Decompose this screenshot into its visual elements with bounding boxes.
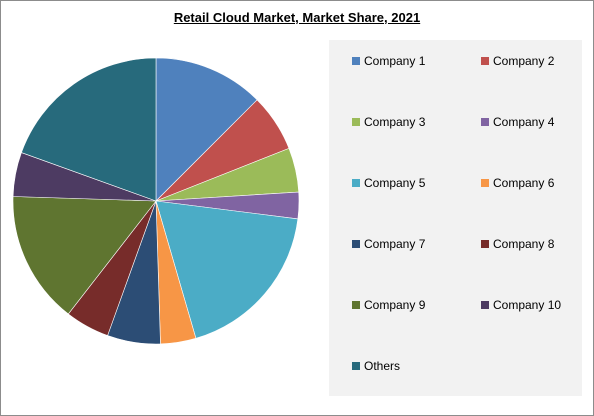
legend-swatch [481, 301, 489, 309]
legend-item: Company 9 [352, 298, 425, 312]
pie-slice-others [21, 57, 157, 202]
legend-item: Company 6 [481, 176, 554, 190]
chart-legend: Company 1 Company 2 Company 3 Company 4 Comp… [329, 40, 582, 396]
legend-label: Company 10 [493, 298, 562, 312]
legend-label: Company 2 [493, 54, 555, 68]
legend-item: Company 5 [352, 176, 425, 190]
legend-label: Company 3 [364, 115, 426, 129]
legend-swatch [352, 240, 360, 248]
legend-label: Company 9 [364, 298, 426, 312]
legend-item: Company 7 [352, 237, 425, 251]
pie-slice-company-9 [12, 196, 157, 315]
legend-label: Others [364, 359, 401, 373]
legend-label: Company 7 [364, 237, 426, 251]
legend-item: Company 4 [481, 115, 554, 129]
pie-slice-company-5 [155, 200, 299, 339]
legend-item: Company 8 [481, 237, 554, 251]
legend-label: Company 8 [493, 237, 555, 251]
legend-swatch [481, 240, 489, 248]
legend-label: Company 4 [493, 115, 555, 129]
legend-swatch [352, 57, 360, 65]
legend-swatch [352, 362, 360, 370]
legend-swatch [352, 301, 360, 309]
legend-swatch [352, 179, 360, 187]
legend-swatch [481, 179, 489, 187]
legend-item: Company 1 [352, 54, 425, 68]
chart-title: Retail Cloud Market, Market Share, 2021 [173, 10, 421, 25]
legend-swatch [352, 118, 360, 126]
legend-label: Company 1 [364, 54, 426, 68]
legend-item: Company 10 [481, 298, 561, 312]
legend-swatch [481, 118, 489, 126]
legend-swatch [481, 57, 489, 65]
legend-item: Company 2 [481, 54, 554, 68]
legend-label: Company 5 [364, 176, 426, 190]
legend-item: Company 3 [352, 115, 425, 129]
legend-label: Company 6 [493, 176, 555, 190]
legend-item: Others [352, 359, 400, 373]
pie-slice-company-1 [155, 57, 258, 202]
